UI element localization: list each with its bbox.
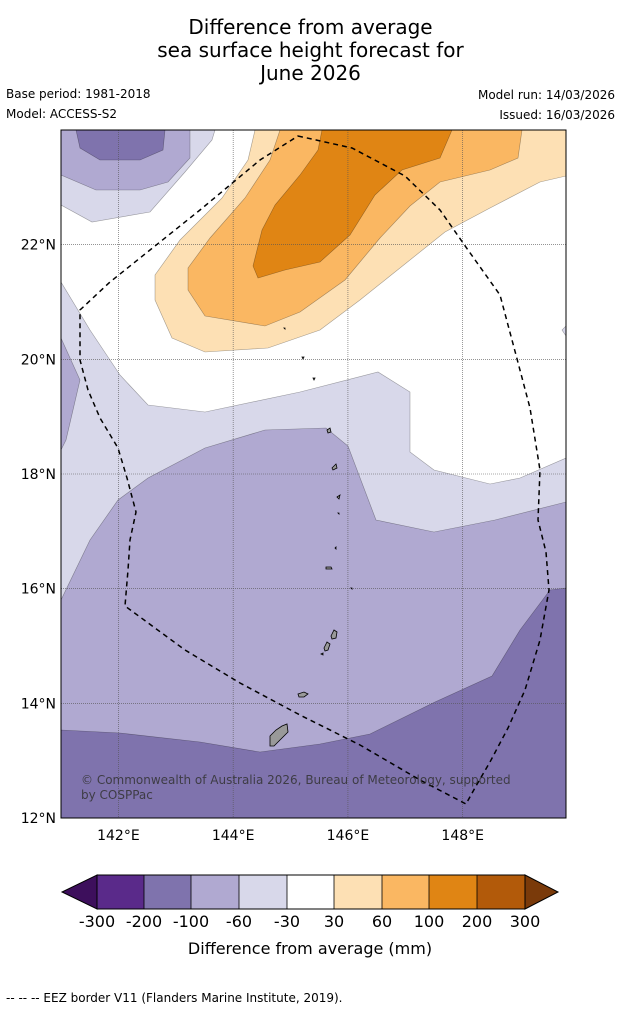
gridlines — [61, 130, 566, 818]
island-small-2 — [337, 512, 340, 515]
lat-tick-label: 20°N — [21, 352, 56, 368]
lat-tick-label: 14°N — [21, 696, 56, 712]
model-label: Model: ACCESS-S2 — [6, 107, 118, 121]
colorbar-seg-neg60-neg30 — [239, 875, 287, 909]
colorbar-tick-label: 30 — [324, 912, 344, 931]
colorbar-tick-label: -200 — [126, 912, 162, 931]
island-small-4 — [283, 327, 286, 330]
lat-tick-label: 16°N — [21, 582, 56, 598]
colorbar-extend-max — [524, 874, 560, 910]
colorbar-tick-label: 60 — [372, 912, 392, 931]
island-pagan — [336, 494, 341, 500]
lon-tick-label: 146°E — [327, 828, 370, 844]
colorbar-tick-label: 300 — [510, 912, 541, 931]
island-tinian-saipan — [323, 641, 331, 652]
colorbar-tick-label: -300 — [79, 912, 115, 931]
colorbar-seg-neg30-pos30 — [287, 875, 334, 909]
copyright-line-2: by COSPPac — [81, 788, 153, 802]
eez-legend: -- -- -- EEZ border V11 (Flanders Marine… — [6, 991, 343, 1005]
colorbar-seg-pos100-pos200 — [429, 875, 477, 909]
band-pos60 — [187, 130, 523, 327]
island-maug — [312, 377, 316, 381]
eez-border — [79, 135, 550, 806]
colorbar-tick-label: 200 — [462, 912, 493, 931]
island-uracas — [301, 356, 305, 360]
band-neg100-main — [61, 587, 566, 818]
band-neg100-upper-left — [75, 130, 166, 161]
colorbar-seg-neg200-neg100 — [144, 875, 191, 909]
island-rota — [297, 691, 309, 698]
colorbar-tick-label: 100 — [414, 912, 445, 931]
band-neg30-right-patch — [561, 325, 566, 337]
colorbar-labels: -300 -200 -100 -60 -30 30 60 100 200 300 — [79, 912, 540, 931]
colorbar-seg-neg300-neg200 — [97, 875, 144, 909]
lon-tick-label: 142°E — [97, 828, 140, 844]
title-line-1: Difference from average — [188, 15, 433, 39]
copyright-line-1: © Commonwealth of Australia 2026, Bureau… — [81, 773, 511, 787]
colorbar-seg-pos60-pos100 — [382, 875, 429, 909]
map-frame — [60, 129, 567, 819]
island-guam — [269, 723, 289, 747]
map-field: © Commonwealth of Australia 2026, Bureau… — [61, 130, 566, 818]
island-asuncion — [326, 427, 332, 434]
islands — [269, 327, 353, 747]
chart-title: Difference from average sea surface heig… — [0, 16, 621, 85]
island-small-3 — [350, 587, 353, 590]
colorbar-frame — [96, 874, 526, 910]
colorbar-extend-min — [60, 874, 98, 910]
colorbar-tick-label: -30 — [274, 912, 300, 931]
island-saipan — [330, 629, 338, 640]
colorbar-seg-pos30-pos60 — [334, 875, 382, 909]
title-line-3: June 2026 — [260, 61, 361, 85]
lon-tick-label: 144°E — [212, 828, 255, 844]
lat-tick-label: 12°N — [21, 811, 56, 827]
band-neg60-left-sliver — [61, 337, 81, 451]
base-period-label: Base period: 1981-2018 — [6, 87, 151, 101]
colorbar-title: Difference from average (mm) — [188, 939, 432, 958]
colorbar: -300 -200 -100 -60 -30 30 60 100 200 300 Differen… — [60, 874, 560, 958]
model-run-label: Model run: 14/03/2026 — [477, 88, 615, 102]
longitude-labels: 142°E 144°E 146°E 148°E — [97, 828, 484, 844]
colorbar-seg-pos200-pos300 — [477, 875, 525, 909]
island-small-1 — [320, 652, 324, 656]
colorbar-seg-neg100-neg60 — [191, 875, 239, 909]
island-agrihan — [331, 463, 338, 471]
island-sarigan — [334, 546, 337, 550]
colorbar-dividers — [143, 875, 478, 909]
colorbar-tick-label: -60 — [226, 912, 252, 931]
lon-tick-label: 148°E — [441, 828, 484, 844]
latitude-labels: 22°N 20°N 18°N 16°N 14°N 12°N — [21, 238, 56, 827]
lat-tick-label: 18°N — [21, 467, 56, 483]
title-line-2: sea surface height forecast for — [157, 38, 464, 62]
band-pos100 — [252, 130, 453, 279]
island-anatahan — [325, 566, 333, 570]
issued-label: Issued: 16/03/2026 — [499, 108, 615, 122]
colorbar-tick-label: -100 — [173, 912, 209, 931]
lat-tick-label: 22°N — [21, 238, 56, 254]
